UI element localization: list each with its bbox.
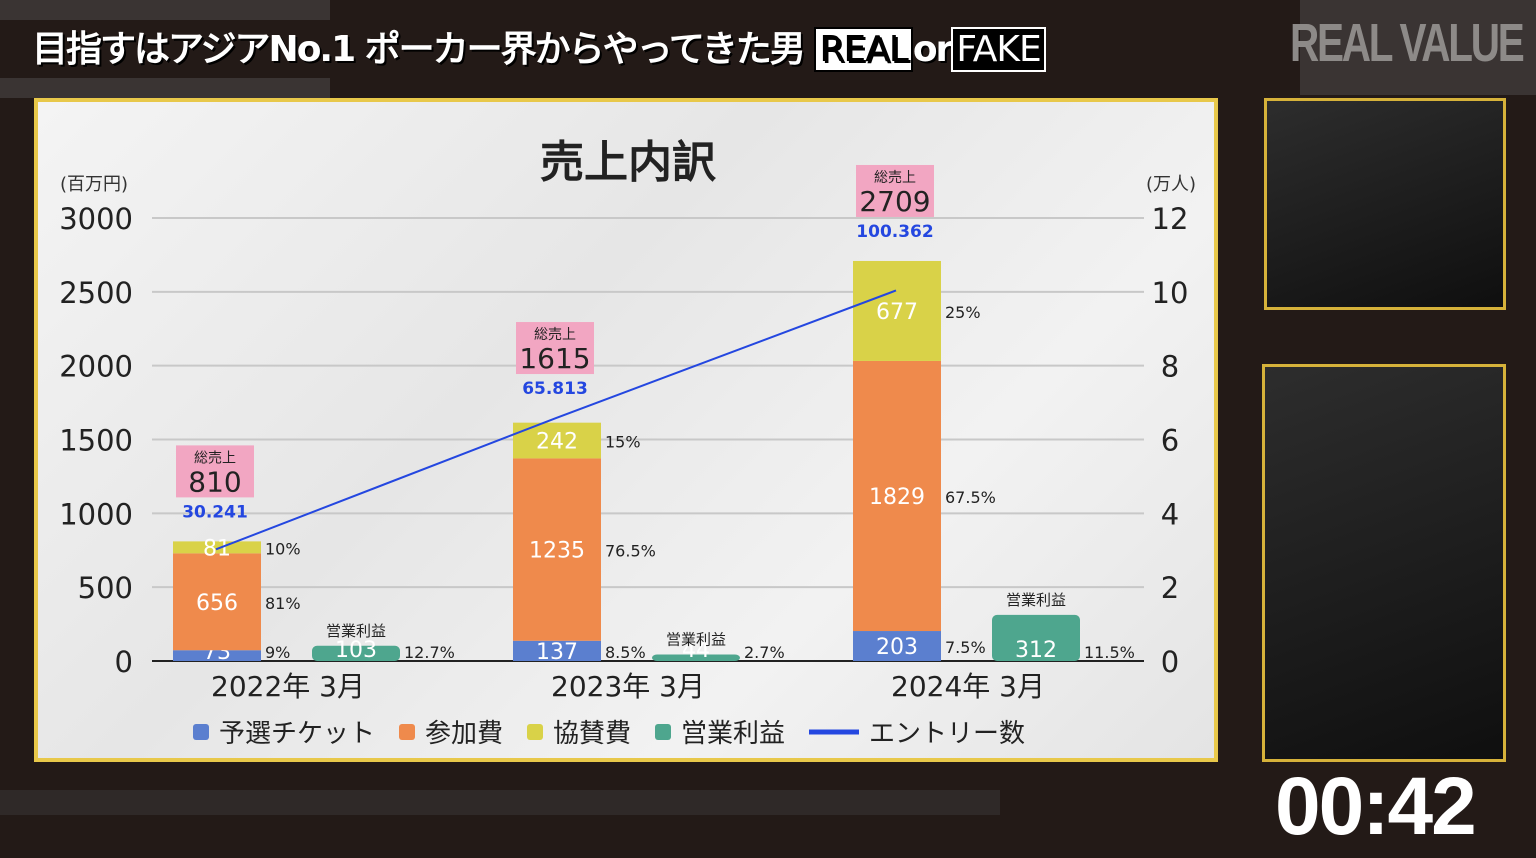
left-tick-label: 1000: [59, 497, 133, 531]
profit-value-label: 44: [682, 638, 710, 663]
total-sales-value: 1615: [519, 342, 590, 375]
right-tick-label: 8: [1161, 350, 1179, 384]
legend-swatch: [193, 724, 209, 740]
chart-panel: 売上内訳 (百万円) (万人) 0 500 1000 1500 2000 2500 3000 0 2 4…: [34, 98, 1218, 762]
total-sales-caption: 総売上: [534, 327, 576, 343]
fake-badge: FAKE: [951, 27, 1046, 72]
stacked-bar-segment: [173, 650, 261, 661]
total-sales-box: [516, 322, 594, 375]
total-sales-caption: 総売上: [874, 170, 916, 186]
or-text: or: [912, 29, 953, 70]
stacked-bar-segment: [513, 640, 601, 661]
category-label: 2024年 3月: [891, 670, 1045, 703]
segment-value-label: 677: [876, 300, 918, 325]
profit-bar: [312, 645, 400, 661]
legend-label: 予選チケット: [219, 719, 375, 749]
profit-bar: [992, 614, 1080, 661]
segment-percent-label: 8.5%: [605, 643, 646, 662]
legend-label: 参加費: [425, 719, 503, 749]
segment-percent-label: 7.5%: [945, 638, 986, 657]
legend-label: エントリー数: [869, 719, 1025, 749]
total-sales-value: 2709: [859, 185, 930, 218]
segment-value-label: 137: [536, 640, 578, 665]
countdown-timer: 00:42: [1275, 761, 1477, 852]
profit-caption: 営業利益: [326, 622, 386, 640]
segment-percent-label: 9%: [265, 643, 290, 662]
real-badge: REAL: [814, 27, 913, 72]
chart-title: 売上内訳: [540, 137, 717, 188]
right-tick-label: 4: [1161, 497, 1179, 531]
category-label: 2023年 3月: [551, 670, 705, 703]
total-sales-caption: 総売上: [194, 450, 236, 466]
right-tick-label: 2: [1161, 571, 1179, 605]
segment-percent-label: 76.5%: [605, 542, 656, 561]
segment-percent-label: 67.5%: [945, 488, 996, 507]
total-sales-value: 810: [188, 465, 241, 498]
profit-caption: 営業利益: [1006, 591, 1066, 609]
segment-value-label: 656: [196, 591, 238, 616]
profit-value-label: 312: [1015, 638, 1057, 663]
profit-percent-label: 11.5%: [1084, 643, 1135, 662]
legend-swatch: [399, 724, 415, 740]
segment-percent-label: 25%: [945, 303, 981, 322]
left-tick-label: 2000: [59, 350, 133, 384]
show-title: 目指すはアジアNo.1 ポーカー界からやってきた男 REAL or FAKE: [32, 20, 1046, 72]
bg-block: [0, 0, 330, 20]
legend-swatch: [655, 724, 671, 740]
stacked-bar-segment: [853, 360, 941, 632]
segment-percent-label: 15%: [605, 433, 641, 452]
stacked-bar-segment: [853, 260, 941, 361]
legend-label: 協賛費: [553, 719, 631, 749]
real-value-logo: REAL VALUE: [1290, 13, 1525, 73]
bg-block: [0, 78, 330, 98]
entry-value-label: 100.362: [856, 222, 933, 242]
camera-feed-presenter: [1262, 364, 1506, 762]
segment-percent-label: 10%: [265, 539, 301, 558]
stacked-bar-segment: [853, 631, 941, 661]
category-label: 2022年 3月: [211, 670, 365, 703]
stacked-bar-segment: [173, 553, 261, 651]
left-tick-label: 1500: [59, 424, 133, 458]
bg-block: [0, 790, 1000, 815]
segment-value-label: 1235: [529, 539, 585, 564]
entry-value-label: 65.813: [522, 379, 588, 399]
right-tick-label: 10: [1152, 276, 1189, 310]
right-tick-label: 12: [1152, 202, 1189, 236]
profit-percent-label: 2.7%: [744, 643, 785, 662]
camera-feed-guest: [1264, 98, 1506, 310]
left-tick-label: 2500: [59, 276, 133, 310]
total-sales-box: [856, 164, 934, 217]
segment-value-label: 242: [536, 430, 578, 455]
profit-value-label: 103: [335, 638, 377, 663]
entry-line: [215, 289, 897, 551]
right-tick-label: 0: [1161, 645, 1179, 679]
total-sales-box: [176, 445, 254, 498]
revenue-chart: 売上内訳(百万円) (万人)050010001500200025003000024…: [59, 137, 1196, 749]
profit-percent-label: 12.7%: [404, 643, 455, 662]
legend-label: 営業利益: [681, 719, 785, 749]
right-tick-label: 6: [1161, 424, 1179, 458]
bg-block: [1300, 0, 1536, 95]
profit-bar: [652, 654, 740, 661]
legend-swatch: [527, 724, 543, 740]
left-tick-label: 3000: [59, 202, 133, 236]
profit-caption: 営業利益: [666, 631, 726, 649]
segment-value-label: 203: [876, 635, 918, 660]
left-tick-label: 0: [115, 645, 133, 679]
stacked-bar-segment: [513, 458, 601, 641]
stacked-bar-segment: [173, 541, 261, 554]
segment-percent-label: 81%: [265, 594, 301, 613]
left-tick-label: 500: [78, 571, 133, 605]
left-axis-unit: (百万円): [60, 174, 128, 195]
title-main: 目指すはアジアNo.1 ポーカー界からやってきた男: [32, 29, 806, 70]
entry-value-label: 30.241: [182, 502, 248, 522]
right-axis-unit: (万人): [1146, 174, 1196, 195]
segment-value-label: 1829: [869, 485, 925, 510]
